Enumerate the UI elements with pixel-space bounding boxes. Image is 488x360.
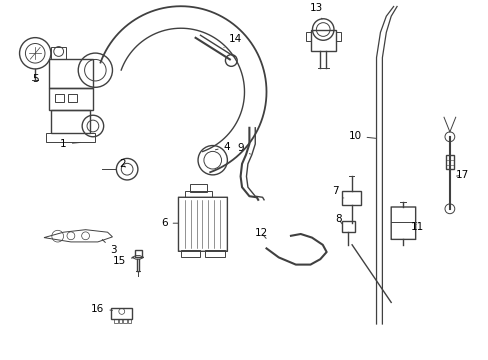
Bar <box>49 88 93 110</box>
Text: 9: 9 <box>237 143 250 154</box>
Text: 5: 5 <box>32 74 39 84</box>
Bar <box>123 319 126 323</box>
Bar <box>445 155 453 169</box>
Text: 16: 16 <box>91 304 112 314</box>
Bar <box>49 59 93 88</box>
Bar <box>51 47 66 59</box>
Text: 3: 3 <box>102 239 117 255</box>
Bar <box>127 319 131 323</box>
Bar <box>310 30 335 51</box>
Bar <box>55 94 64 102</box>
Text: 13: 13 <box>309 3 323 19</box>
Text: 8: 8 <box>334 214 342 224</box>
Text: 6: 6 <box>161 218 178 228</box>
Bar <box>205 250 224 257</box>
Bar <box>46 133 95 142</box>
Bar <box>68 94 77 102</box>
Bar <box>184 191 211 197</box>
Text: 17: 17 <box>454 170 468 180</box>
Bar <box>181 250 200 257</box>
Text: 12: 12 <box>254 228 268 238</box>
Text: 1: 1 <box>60 139 80 149</box>
Bar <box>342 221 354 232</box>
Bar <box>135 250 142 257</box>
Text: 4: 4 <box>215 142 230 152</box>
Text: 2: 2 <box>119 159 125 169</box>
Bar <box>335 32 340 41</box>
Bar <box>51 110 90 133</box>
Bar <box>114 319 118 323</box>
Bar <box>119 319 122 323</box>
Bar <box>111 308 132 319</box>
Text: 7: 7 <box>331 186 343 198</box>
Text: 11: 11 <box>410 222 424 232</box>
Text: 14: 14 <box>224 34 242 48</box>
Bar <box>305 32 310 41</box>
Bar <box>189 184 206 192</box>
Text: 15: 15 <box>112 256 134 266</box>
Text: 10: 10 <box>348 131 375 141</box>
Bar <box>342 191 360 205</box>
